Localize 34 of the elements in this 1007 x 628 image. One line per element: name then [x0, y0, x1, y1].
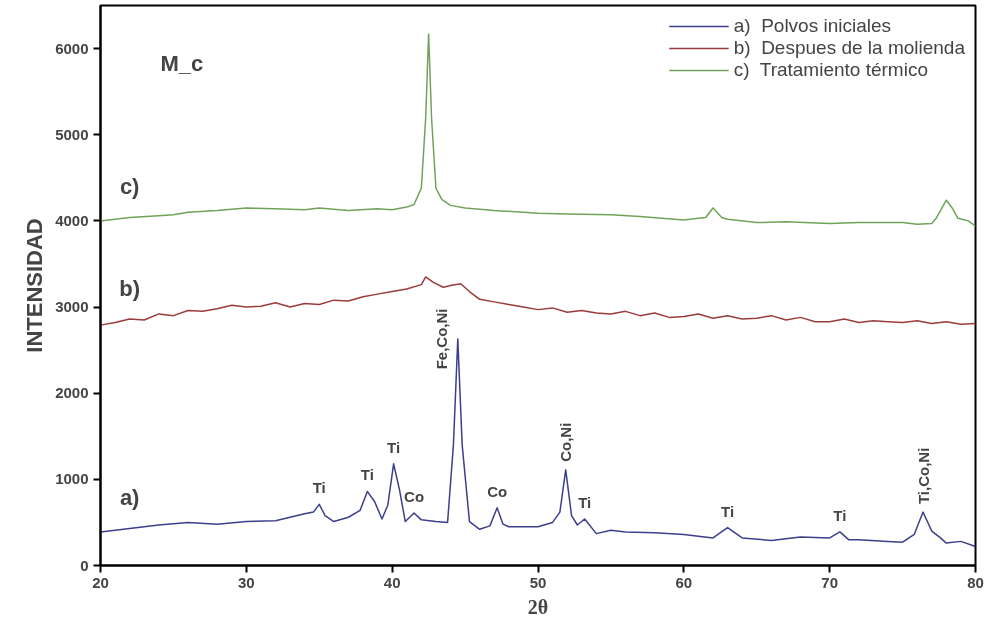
- y-tick-label: 2000: [55, 384, 89, 402]
- annotation: Co: [487, 482, 508, 500]
- x-tick-label: 80: [967, 573, 984, 591]
- y-tick-label: 1000: [55, 470, 89, 488]
- legend-label: a) Polvos iniciales: [733, 15, 892, 37]
- annotation: b): [119, 276, 141, 302]
- y-tick-label: 3000: [55, 298, 89, 316]
- annotation: Fe,Co,Ni: [433, 308, 451, 370]
- x-tick-label: 70: [821, 573, 839, 591]
- x-tick-label: 60: [675, 573, 693, 591]
- annotation: Ti: [578, 493, 592, 511]
- y-axis-title: INTENSIDAD: [22, 218, 48, 353]
- annotation: c): [119, 174, 140, 200]
- x-tick-label: 40: [383, 573, 401, 591]
- annotation: Co,Ni: [557, 422, 575, 462]
- annotation: Ti: [387, 438, 401, 456]
- y-tick-label: 6000: [55, 39, 89, 57]
- x-tick-label: 20: [92, 573, 109, 591]
- y-tick-label: 5000: [55, 125, 89, 143]
- annotation: a): [119, 485, 140, 511]
- x-tick-label: 30: [237, 573, 255, 591]
- annotation: Ti: [360, 466, 374, 484]
- x-axis-title: 2θ: [527, 595, 549, 618]
- annotation: Ti,Co,Ni: [914, 447, 932, 505]
- y-tick-label: 0: [80, 556, 89, 574]
- annotation: Ti: [312, 479, 326, 497]
- legend-label: b) Despues de la molienda: [733, 37, 965, 59]
- legend-label: c) Tratamiento térmico: [733, 59, 928, 81]
- x-tick-label: 50: [529, 573, 547, 591]
- annotation: Co: [404, 487, 425, 505]
- text: M_c: [160, 50, 204, 76]
- annotation: Ti: [833, 506, 847, 524]
- y-tick-label: 4000: [55, 211, 89, 229]
- annotation: Ti: [721, 502, 735, 520]
